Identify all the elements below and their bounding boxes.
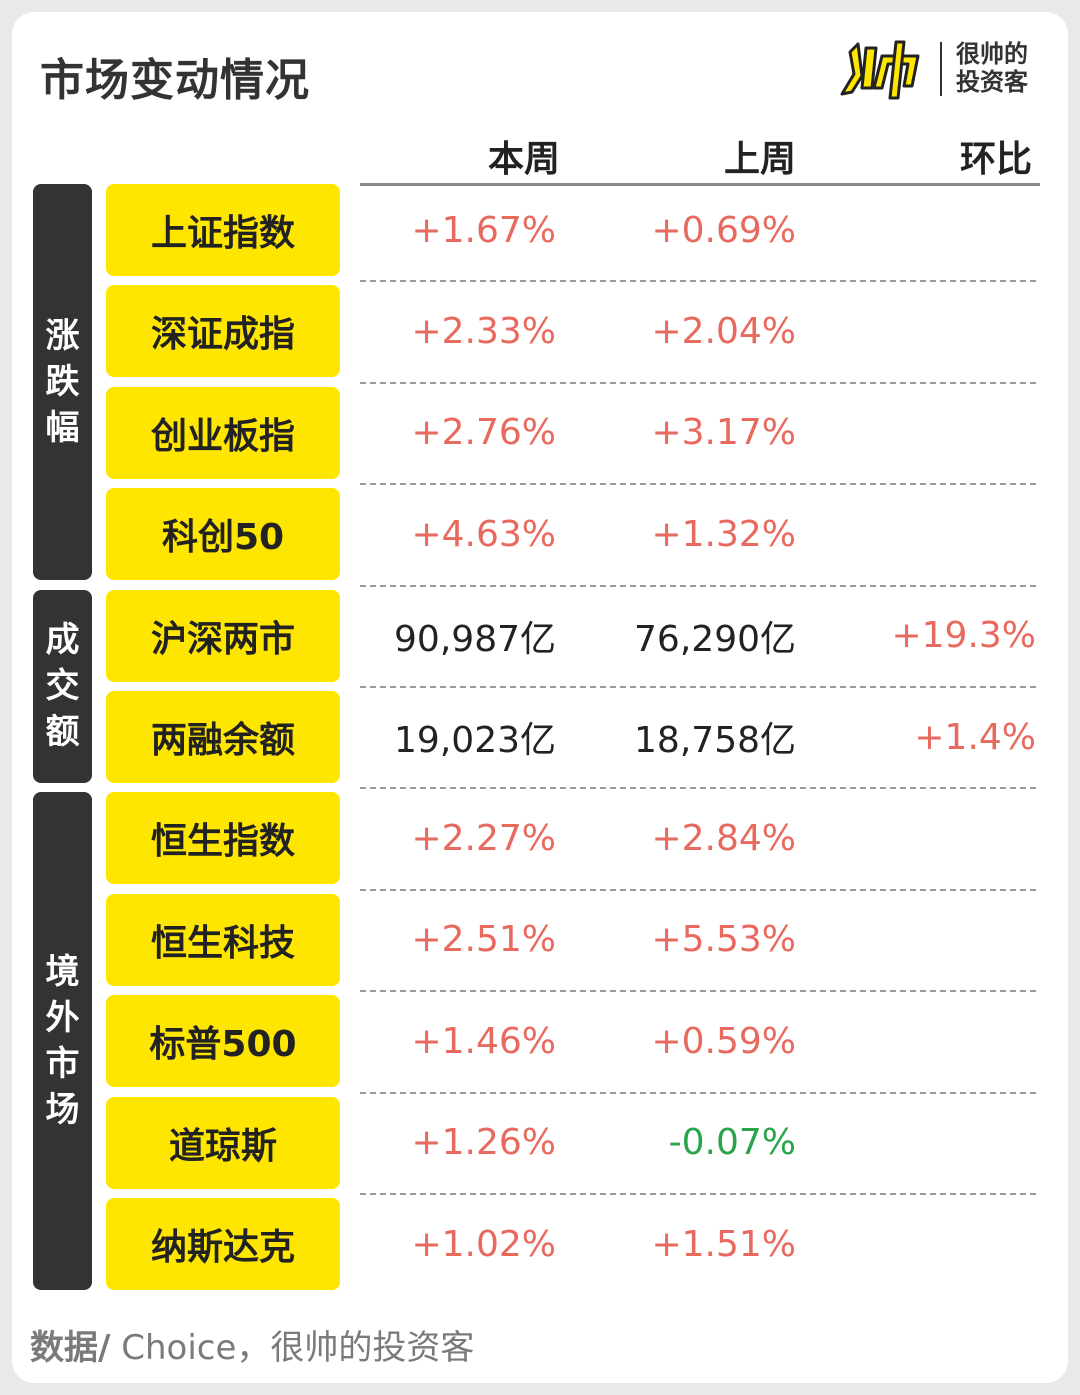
cell-last-week: +3.17% [651, 412, 796, 454]
group-label-text: 涨跌幅 [45, 316, 80, 449]
cell-this-week: +1.02% [411, 1223, 556, 1265]
cell-this-week: +4.63% [411, 513, 556, 555]
row-divider [360, 280, 1036, 283]
brand-logo: 很帅的 投资客 [836, 36, 1046, 102]
row-divider [360, 990, 1036, 993]
cell-this-week: +1.26% [411, 1122, 556, 1164]
cell-this-week: +2.33% [411, 310, 556, 352]
row-divider [360, 584, 1036, 587]
cell-change [796, 285, 1036, 377]
cell-change [796, 1198, 1036, 1290]
group-label: 成交额 [33, 589, 92, 783]
row-divider [360, 888, 1036, 891]
cell-last-week: 18,758亿 [634, 720, 796, 761]
cell-this-week: +2.51% [411, 919, 556, 961]
page-title: 市场变动情况 [40, 55, 310, 106]
cell-last-week: +1.51% [651, 1223, 796, 1265]
row-label: 恒生指数 [106, 792, 340, 885]
cell-change: +19.3% [891, 615, 1036, 657]
group-label-text: 成交额 [45, 620, 80, 753]
row-divider [360, 1193, 1036, 1195]
row-label: 科创50 [106, 488, 340, 581]
cell-last-week: +1.32% [651, 513, 796, 555]
cell-change [796, 894, 1036, 986]
row-label: 道琼斯 [106, 1096, 340, 1189]
cell-this-week: +1.46% [411, 1020, 556, 1062]
row-divider [360, 483, 1036, 486]
group-label-text: 境外市场 [45, 952, 80, 1131]
row-label: 纳斯达克 [106, 1198, 340, 1290]
source-text: Choice，很帅的投资客 [110, 1328, 475, 1368]
logo-text: 很帅的 投资客 [956, 40, 1046, 96]
cell-this-week: 19,023亿 [394, 720, 556, 761]
cell-change [796, 995, 1036, 1087]
row-label: 标普500 [106, 995, 340, 1088]
row-label: 上证指数 [106, 184, 340, 276]
row-divider [360, 381, 1036, 384]
cell-this-week: 90,987亿 [394, 618, 556, 660]
cell-change [796, 387, 1036, 479]
header-this-week: 本周 [487, 139, 560, 180]
cell-this-week: +1.67% [411, 209, 556, 251]
logo-line-1: 很帅的 [956, 40, 1028, 68]
cell-this-week: +2.76% [411, 412, 556, 454]
row-divider [360, 1091, 1036, 1094]
logo-divider [940, 42, 942, 96]
cell-change [796, 792, 1036, 884]
row-divider [360, 686, 1036, 688]
row-divider [360, 787, 1036, 790]
cell-last-week: 76,290亿 [634, 618, 796, 660]
row-label: 深证成指 [106, 285, 340, 378]
shuai-logo-icon [840, 40, 920, 100]
source-prefix: 数据/ [30, 1328, 111, 1368]
cell-last-week: +2.04% [651, 310, 796, 352]
cell-last-week: +0.69% [651, 209, 796, 251]
group-label: 境外市场 [33, 792, 92, 1290]
cell-this-week: +2.27% [411, 817, 556, 859]
logo-line-2: 投资客 [956, 68, 1028, 96]
row-label: 创业板指 [106, 386, 340, 479]
cell-last-week: +0.59% [651, 1020, 796, 1062]
cell-last-week: -0.07% [668, 1122, 796, 1164]
header-change: 环比 [959, 139, 1032, 180]
header-divider [360, 183, 1040, 186]
group-label: 涨跌幅 [33, 184, 92, 581]
header-last-week: 上周 [723, 139, 796, 180]
cell-change [796, 1097, 1036, 1189]
source-note: 数据/ Choice，很帅的投资客 [30, 1320, 474, 1369]
cell-change [796, 488, 1036, 580]
cell-change: +1.4% [914, 716, 1036, 758]
cell-last-week: +5.53% [651, 919, 796, 961]
row-label: 恒生科技 [106, 893, 340, 986]
row-label: 两融余额 [106, 691, 340, 783]
cell-last-week: +2.84% [651, 817, 796, 859]
row-label: 沪深两市 [106, 589, 340, 682]
cell-change [796, 184, 1036, 276]
